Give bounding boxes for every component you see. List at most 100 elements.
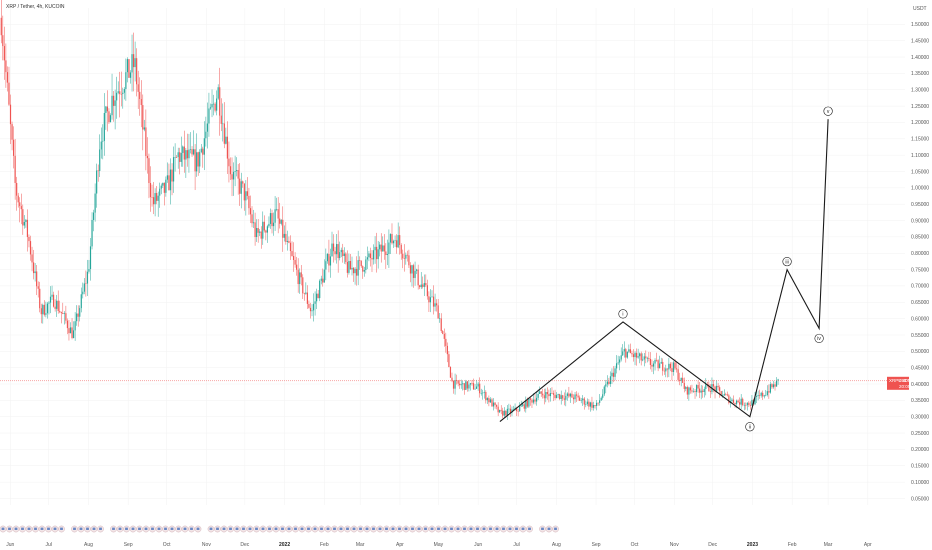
candle-body (614, 368, 616, 377)
candle-body (672, 362, 675, 372)
candle-body (580, 400, 582, 401)
candle-body (579, 397, 581, 401)
event-marker-flag (541, 527, 544, 530)
y-tick-label: 1.20000 (911, 120, 929, 126)
candle-body (675, 368, 678, 370)
candle-body (623, 349, 625, 352)
candle-body (236, 170, 238, 172)
candle-body (540, 391, 542, 394)
event-marker-flag (248, 527, 252, 530)
event-marker-flag (404, 527, 408, 530)
calendar-flag-icon (305, 525, 312, 533)
candle-body (451, 377, 453, 381)
y-tick-label: 0.75000 (911, 267, 929, 273)
candle-body (114, 100, 116, 106)
candle-body (363, 270, 365, 272)
candle-body (160, 185, 162, 189)
calendar-flag-icon (376, 525, 384, 533)
candle-body (192, 149, 195, 155)
calendar-flag-icon (435, 525, 442, 533)
calendar-flag-icon (142, 525, 150, 533)
candle-body (345, 253, 347, 262)
candle-body (245, 191, 247, 201)
candle-body (209, 107, 212, 109)
candle-body (285, 233, 287, 242)
calendar-flag-icon (220, 525, 228, 533)
candle-body (386, 254, 388, 255)
candle-body (163, 182, 165, 193)
y-tick-label: 1.00000 (911, 186, 929, 192)
calendar-flag-icon (259, 525, 267, 533)
candle-body (343, 253, 345, 257)
calendar-flag-icon (441, 525, 449, 533)
candle-body (745, 404, 747, 406)
event-marker-flag (196, 527, 200, 530)
calendar-flag-icon (324, 525, 332, 533)
calendar-flag-icon (32, 525, 39, 533)
candle-body (339, 252, 341, 259)
calendar-flag-icon (389, 525, 397, 533)
candle-body (317, 293, 319, 299)
candle-body (391, 234, 393, 244)
candle-body (411, 265, 413, 274)
candle-body (385, 251, 387, 255)
x-tick-label: Feb (320, 542, 329, 548)
candle-body (625, 349, 627, 358)
candle-body (143, 127, 145, 130)
candle-body (469, 383, 472, 385)
candle-body (94, 193, 96, 213)
calendar-flag-icon (474, 525, 481, 533)
candle-body (79, 308, 81, 317)
wave-label-circle (745, 422, 755, 432)
candle-body (545, 392, 547, 399)
candle-body (416, 269, 418, 271)
candle-body (426, 285, 428, 297)
candle-body (280, 219, 282, 224)
candle-body (462, 383, 464, 385)
candle-body (231, 174, 233, 180)
candle-body (262, 221, 264, 239)
candle-body (116, 92, 118, 101)
event-marker-flag (157, 527, 161, 530)
candle-body (617, 362, 619, 364)
candle-body (606, 381, 608, 385)
candle-body (60, 311, 62, 314)
price-axis: 1.50000 1.45000 1.40000 1.35000 1.30000 1.250… (911, 6, 929, 502)
calendar-flag-icon (0, 525, 7, 533)
calendar-flag-icon (149, 525, 156, 533)
candle-body (695, 385, 698, 393)
candle-body (720, 391, 722, 396)
candle-body (574, 394, 576, 400)
candle-body (620, 355, 622, 360)
candle-body (205, 131, 207, 139)
candle-body (757, 395, 759, 396)
candle-body (674, 362, 676, 369)
candle-body (509, 408, 512, 413)
candle-body (679, 379, 681, 381)
candle-body (59, 310, 61, 312)
candle-body (19, 202, 21, 207)
event-marker-flag (339, 527, 343, 530)
calendar-flag-icon (77, 525, 85, 533)
candle-body (377, 249, 379, 260)
event-marker-flag (333, 527, 336, 530)
candle-body (354, 268, 356, 274)
y-tick-label: 1.35000 (911, 71, 929, 77)
candle-body (515, 407, 518, 412)
y-tick-label: 0.15000 (911, 464, 929, 470)
event-marker-flag (521, 527, 525, 530)
y-tick-label: 0.90000 (911, 218, 929, 224)
x-tick-label: Mar (824, 542, 833, 548)
candle-body (308, 303, 310, 308)
candle-body (100, 141, 102, 150)
candle-body (643, 356, 645, 360)
candle-body (326, 253, 328, 262)
candle-body (602, 394, 604, 398)
candle-body (699, 388, 701, 393)
calendar-flag-icon (357, 525, 364, 533)
candle-body (57, 300, 59, 311)
candle-body (69, 327, 72, 334)
candle-body (63, 313, 65, 314)
event-marker-flag (456, 527, 460, 530)
